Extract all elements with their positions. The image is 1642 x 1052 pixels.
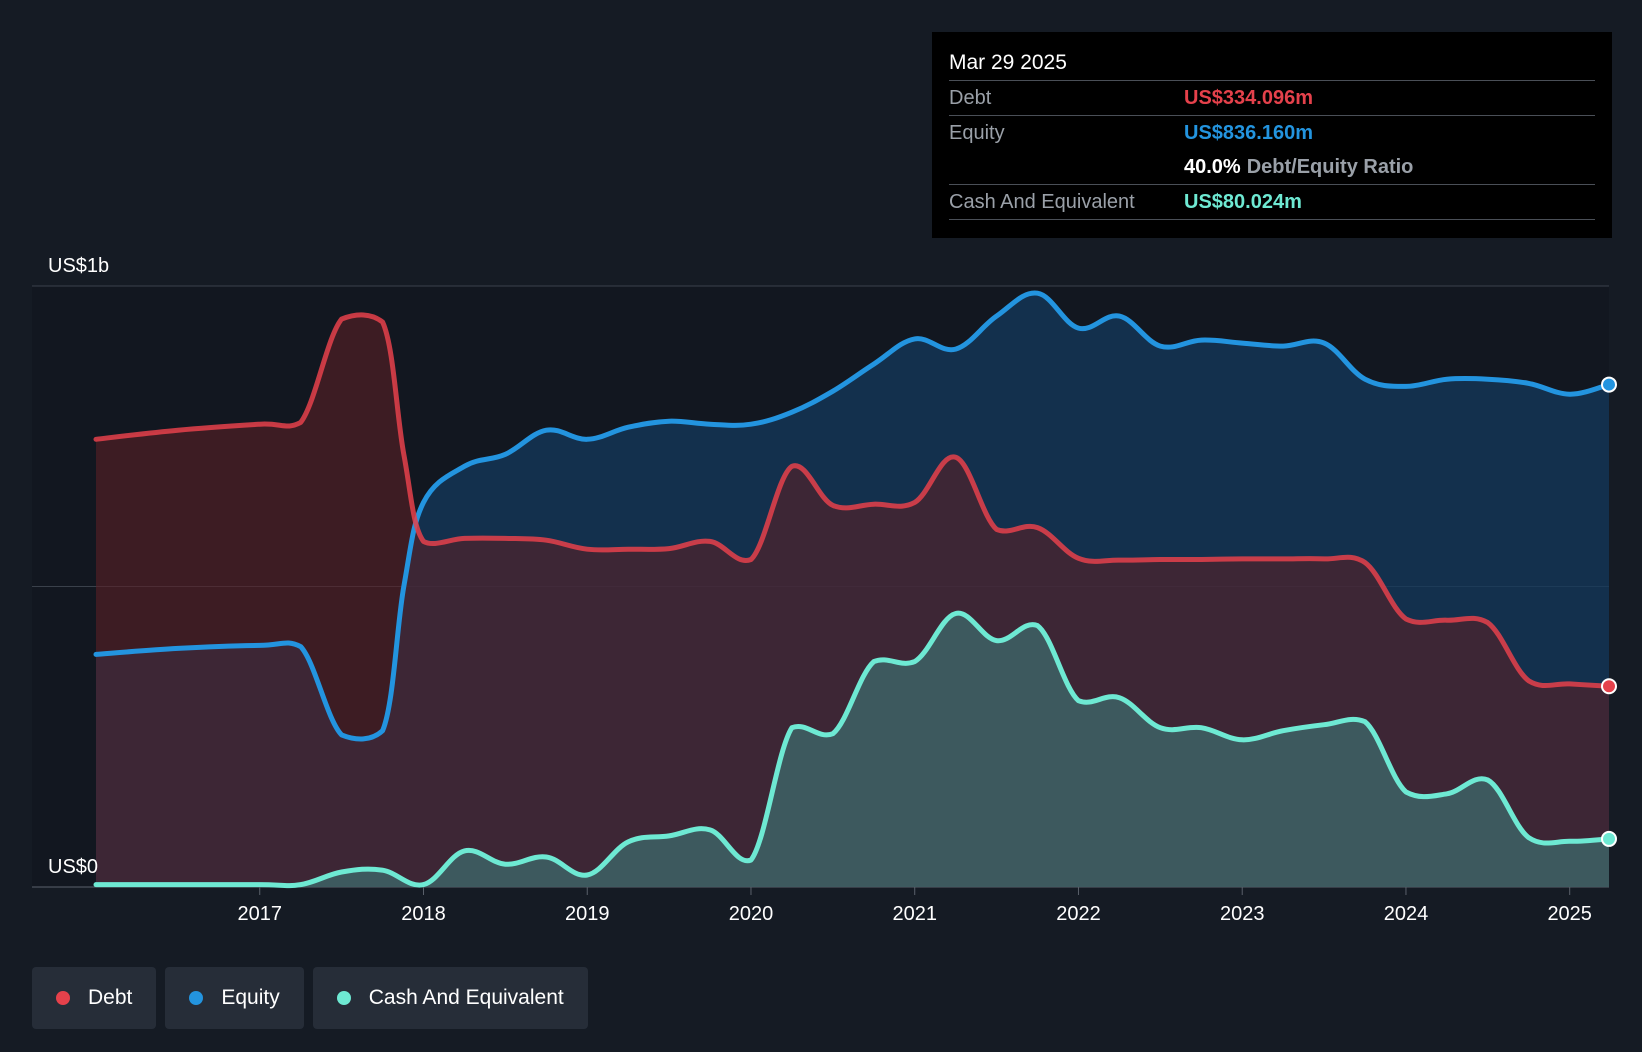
equity-end-marker[interactable] [1601,376,1617,393]
tooltip-debt-value: US$334.096m [1184,87,1313,109]
tooltip-cash-value: US$80.024m [1184,191,1302,213]
debt-dot-icon [56,991,70,1005]
tooltip-ratio-value: 40.0% [1184,156,1241,178]
cash-dot-icon [336,991,351,1005]
x-tick-label: 2020 [729,903,774,925]
tooltip-cash-label: Cash And Equivalent [949,191,1135,213]
tooltip-debt-label: Debt [949,87,992,109]
x-tick-label: 2021 [892,903,937,925]
legend-label-cash: Cash And Equivalent [368,986,564,1009]
x-tick-label: 2019 [565,903,610,925]
x-tick-label: 2024 [1384,903,1429,925]
cash-area [96,613,1609,887]
x-tick-label: 2017 [237,903,282,925]
cash-line [93,610,1612,889]
x-tick-label: 2025 [1547,903,1592,925]
y-axis-labels: US$0 US$1b [48,255,109,878]
legend-label-debt: Debt [88,986,133,1009]
tooltip-ratio-row: 40.0% Debt/Equity Ratio [949,150,1595,185]
legend: Debt Equity Cash And Equivalent [32,967,588,1029]
tooltip-equity-value: US$836.160m [1184,122,1313,144]
x-tick-label: 2022 [1056,903,1101,925]
legend-item-debt[interactable]: Debt [32,967,157,1029]
y-tick-label: US$0 [48,856,98,878]
tooltip-equity-row: Equity US$836.160m [949,116,1595,150]
x-tick-label: 2018 [401,903,446,925]
y-tick-label: US$1b [48,255,109,277]
equity-dot-icon [189,991,204,1005]
tooltip: Mar 29 2025 Debt US$334.096m Equity US$8… [932,32,1612,238]
tooltip-debt-row: Debt US$334.096m [949,81,1595,116]
end-markers [1601,376,1617,847]
tooltip-ratio-label: Debt/Equity Ratio [1246,156,1414,178]
tooltip-cash-row: Cash And Equivalent US$80.024m [949,185,1595,220]
legend-item-cash[interactable]: Cash And Equivalent [312,967,588,1029]
equity-line [93,290,1612,742]
legend-label-equity: Equity [221,986,280,1009]
x-tick-label: 2023 [1220,903,1265,925]
tooltip-equity-label: Equity [949,122,1005,144]
debt-line [93,312,1612,689]
tooltip-date: Mar 29 2025 [949,46,1595,81]
series-lines [93,290,1612,889]
legend-item-equity[interactable]: Equity [165,967,304,1029]
x-axis-ticks: 2017 2018 2019 2020 2021 2022 2023 2024 2025 [237,887,1592,925]
debt-end-marker[interactable] [1601,678,1617,695]
cash-end-marker[interactable] [1601,830,1617,847]
